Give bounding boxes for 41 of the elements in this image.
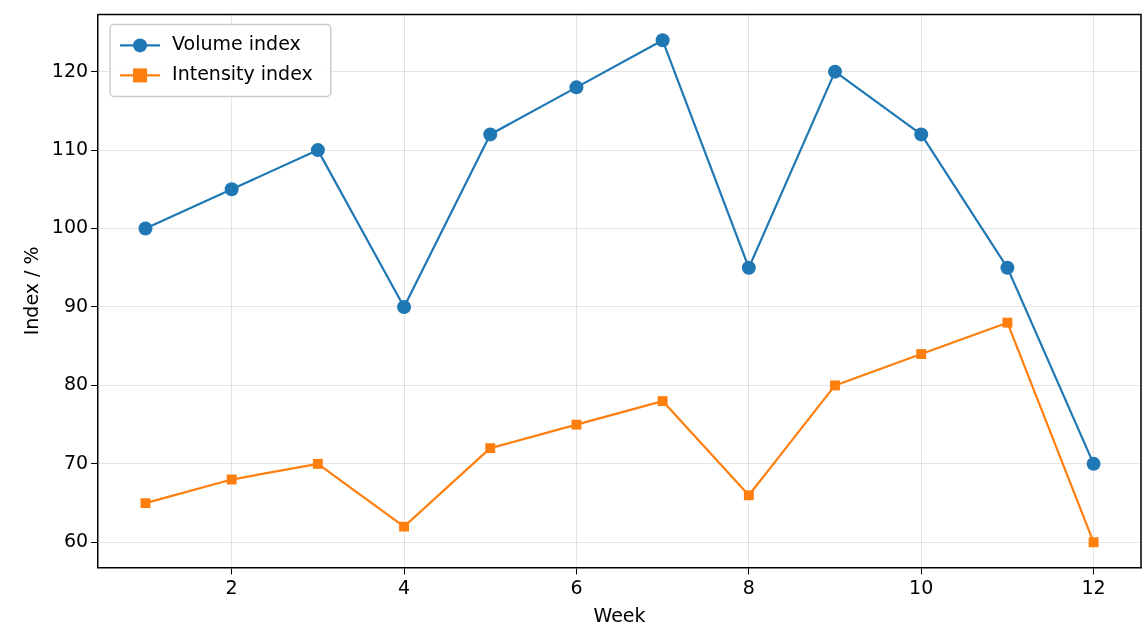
point xyxy=(914,127,929,142)
x-tick-label: 2 xyxy=(225,575,238,598)
y-tick-label: 120 xyxy=(51,58,89,81)
point xyxy=(397,299,412,314)
point xyxy=(226,474,237,485)
x-tick-label: 10 xyxy=(909,575,934,598)
y-tick-label: 60 xyxy=(63,529,89,552)
point xyxy=(830,380,840,391)
point xyxy=(312,458,323,469)
point xyxy=(655,33,670,48)
x-tick-label: 8 xyxy=(742,575,755,598)
y-tick-label: 90 xyxy=(63,293,89,316)
x-axis-title: Week xyxy=(593,603,646,626)
point xyxy=(1088,537,1099,548)
y-tick-label: 110 xyxy=(51,137,89,160)
point xyxy=(1002,317,1013,328)
point xyxy=(743,490,754,501)
x-tick-label: 4 xyxy=(398,575,411,598)
point xyxy=(485,443,496,454)
x-tick-label: 6 xyxy=(570,575,583,598)
y-tick-label: 80 xyxy=(63,372,89,395)
point xyxy=(483,127,498,142)
y-axis-title: Index / % xyxy=(20,246,43,336)
point xyxy=(140,498,151,509)
point xyxy=(224,182,239,197)
point xyxy=(138,221,153,236)
point xyxy=(399,521,409,532)
y-tick-label: 100 xyxy=(51,215,89,238)
point xyxy=(1000,260,1015,275)
y-tick-label: 70 xyxy=(63,450,89,473)
point xyxy=(571,419,582,430)
legend-label: Intensity index xyxy=(172,62,313,85)
x-tick-label: 12 xyxy=(1081,575,1106,598)
point xyxy=(741,260,756,275)
point xyxy=(569,80,584,95)
point xyxy=(828,64,843,79)
point xyxy=(657,396,668,407)
legend-label: Volume index xyxy=(172,32,301,55)
point xyxy=(1086,456,1101,471)
point xyxy=(916,349,927,359)
point xyxy=(310,143,325,158)
